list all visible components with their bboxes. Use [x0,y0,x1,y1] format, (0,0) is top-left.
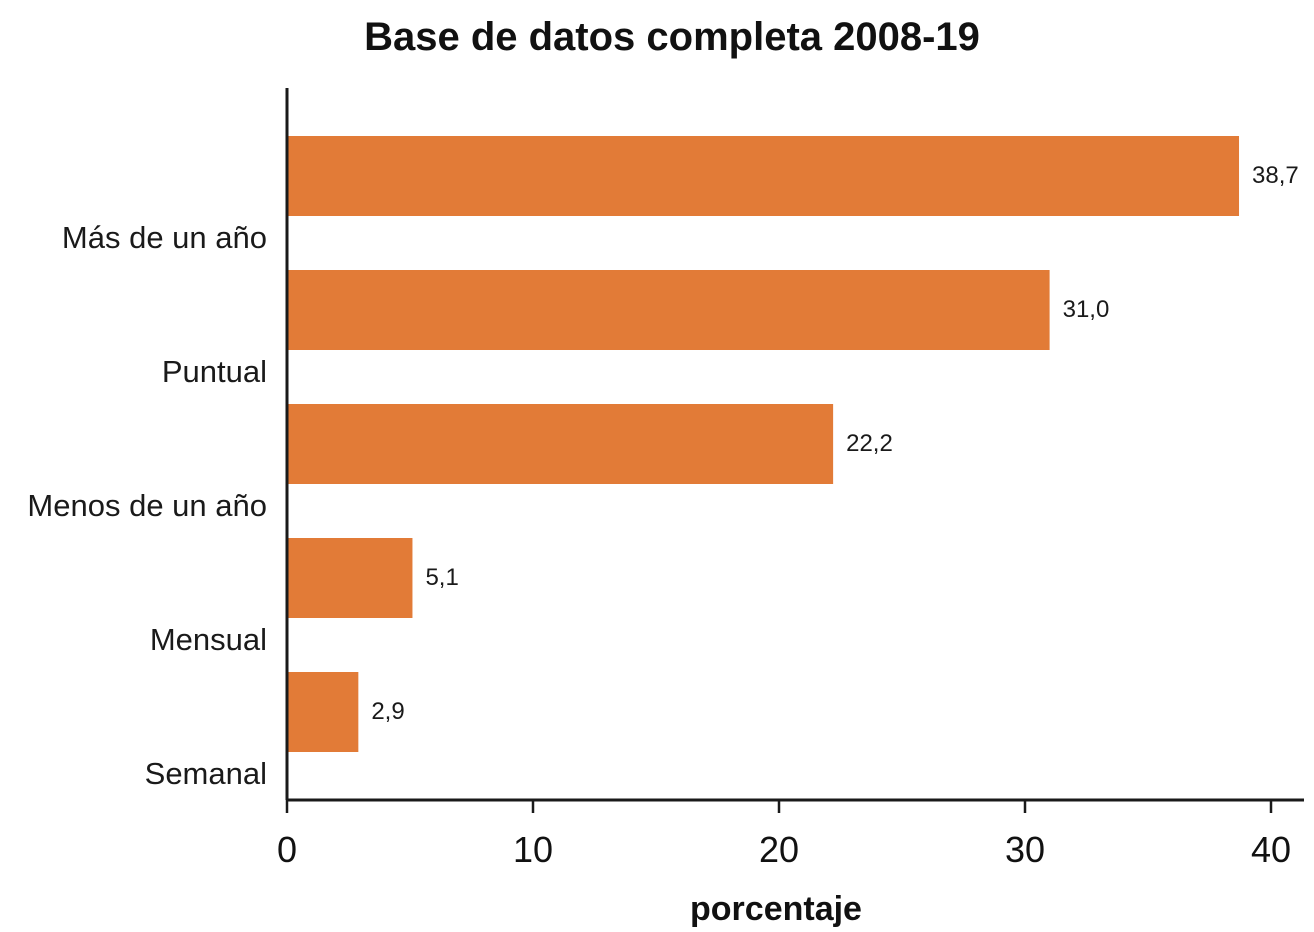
category-label: Semanal [145,756,267,791]
bar-0 [288,136,1240,216]
x-axis-ticks: 0 10 20 30 40 [277,800,1291,870]
x-axis-title: porcentaje [690,890,862,928]
category-label: Más de un año [62,220,267,255]
category-labels: Más de un año Puntual Menos de un año Mensu… [27,220,267,791]
bars-layer [288,136,1240,752]
x-tick-label: 40 [1251,829,1291,870]
bar-1 [288,270,1050,350]
value-label: 5,1 [425,564,458,591]
x-tick-label: 30 [1005,829,1045,870]
value-label: 22,2 [846,430,893,457]
bar-4 [288,672,359,752]
value-label: 2,9 [371,698,404,725]
bar-3 [288,538,413,618]
x-tick-label: 20 [759,829,799,870]
category-label: Puntual [162,354,267,389]
chart-title: Base de datos completa 2008-19 [364,15,980,59]
x-tick-label: 0 [277,829,297,870]
category-label: Menos de un año [27,488,267,523]
category-label: Mensual [150,622,267,657]
x-tick-label: 10 [513,829,553,870]
value-label: 38,7 [1252,162,1299,189]
value-label: 31,0 [1063,296,1110,323]
bar-2 [288,404,834,484]
value-labels: 38,7 31,0 22,2 5,1 2,9 [371,162,1298,725]
